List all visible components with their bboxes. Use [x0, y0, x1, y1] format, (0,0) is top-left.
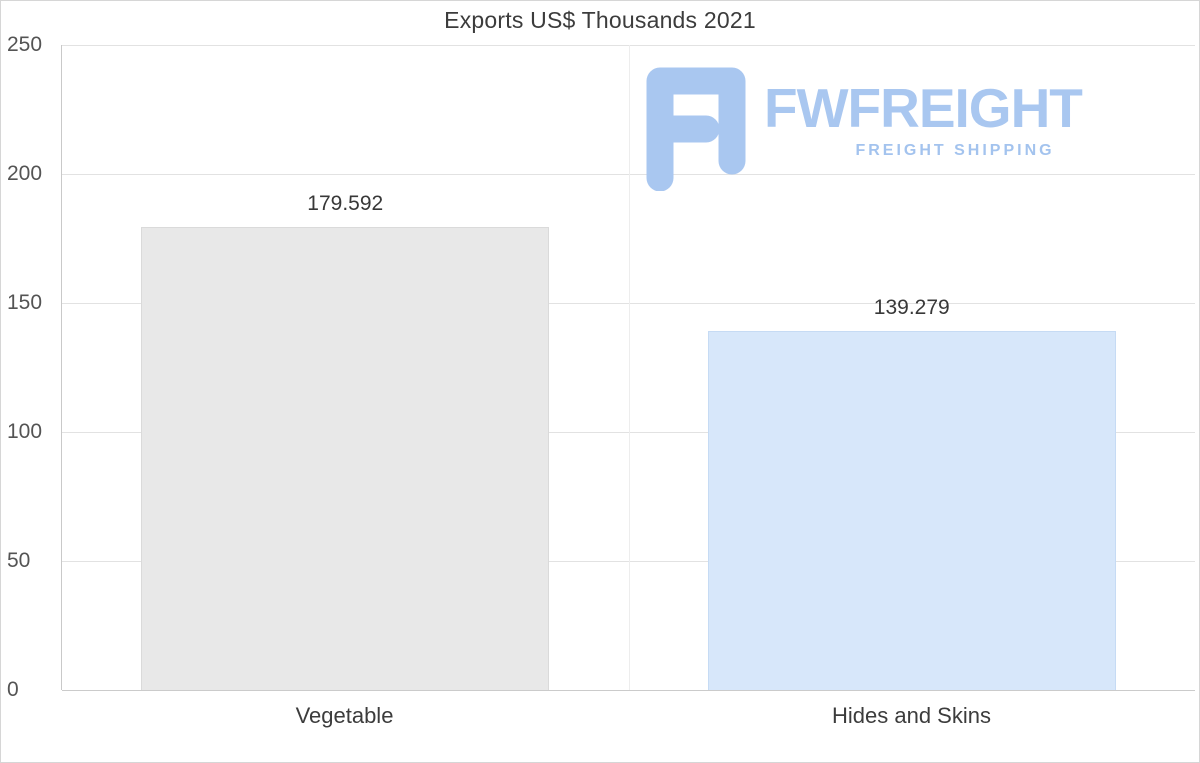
bars-container: 179.592 139.279	[62, 45, 1195, 690]
plot-area: 179.592 139.279	[61, 45, 1195, 691]
logo-name: FWFREIGHT	[764, 77, 1083, 139]
bar-hides-and-skins	[707, 330, 1116, 690]
category-cell-hides-and-skins: 139.279	[629, 45, 1196, 690]
y-tick-label: 200	[7, 162, 43, 185]
bar-value-label: 179.592	[307, 191, 384, 215]
fwfreight-logo-icon	[646, 67, 746, 191]
watermark-logo: FWFREIGHT FREIGHT SHIPPING	[646, 67, 1151, 197]
category-cell-vegetable: 179.592	[62, 45, 629, 690]
y-axis-labels: 0 50 100 150 200 250	[7, 33, 57, 701]
x-axis-labels: Vegetable Hides and Skins	[61, 703, 1195, 729]
logo-tagline: FREIGHT SHIPPING	[855, 142, 1055, 159]
y-tick-label: 100	[7, 420, 43, 443]
gridline	[62, 690, 1195, 691]
x-axis-label-hides-and-skins: Hides and Skins	[832, 703, 991, 728]
y-tick-label: 250	[7, 33, 43, 56]
y-tick-label: 150	[7, 291, 43, 314]
chart-title: Exports US$ Thousands 2021	[444, 7, 756, 33]
bar-vegetable	[141, 226, 550, 690]
x-axis-label-vegetable: Vegetable	[295, 703, 394, 728]
logo-text-block: FWFREIGHT FREIGHT SHIPPING	[764, 81, 1146, 160]
y-tick-label: 50	[7, 549, 31, 572]
category-divider-line	[628, 45, 630, 690]
bar-value-label: 139.279	[873, 295, 950, 319]
y-tick-label: 0	[7, 678, 19, 701]
